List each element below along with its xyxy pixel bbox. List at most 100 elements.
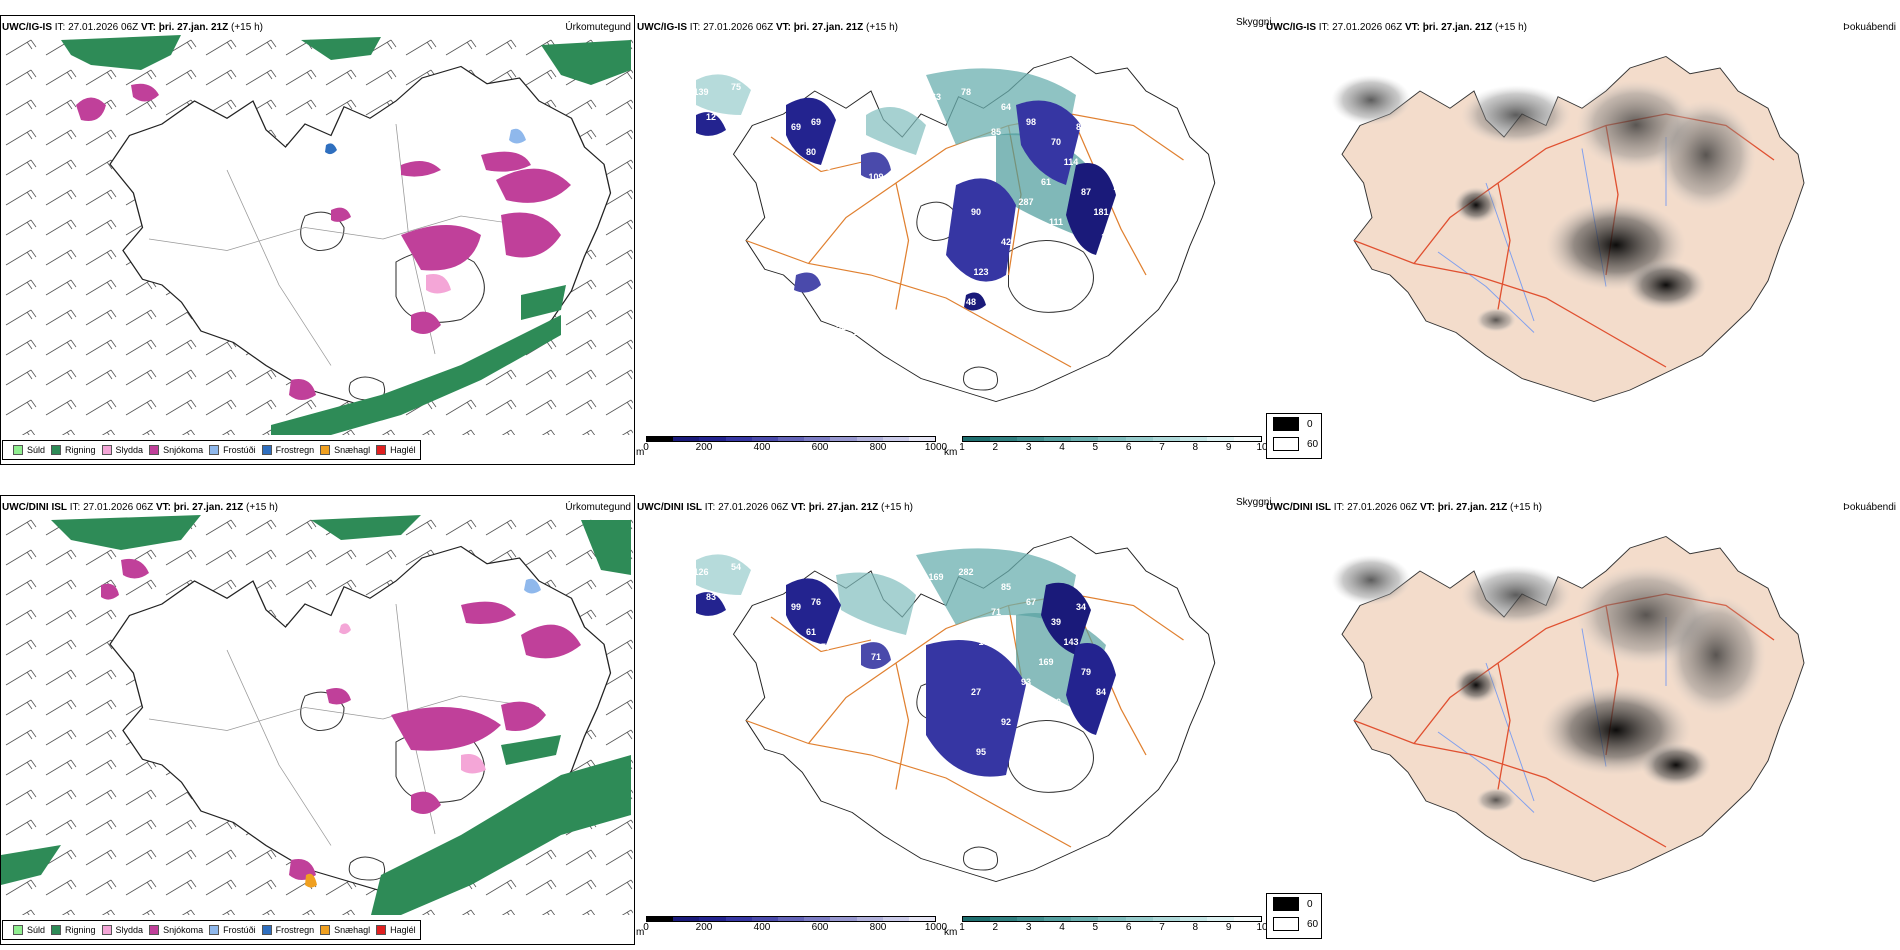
legend-swatch-5 xyxy=(261,445,272,455)
vt-value: þri. 27.jan. 21Z xyxy=(158,22,229,33)
run-header: UWC/DINI ISL IT: 27.01.2026 06Z VT: þri.… xyxy=(1266,502,1542,513)
colorbar-cell xyxy=(908,437,936,441)
colorbar-tick: 5 xyxy=(1092,442,1099,453)
colorbar-cell xyxy=(1071,437,1099,441)
snow-depth-label: 90 xyxy=(1051,697,1061,707)
depth-ticks: 0 200 400 600 800 1000 xyxy=(643,922,947,933)
colorbar-cell xyxy=(882,437,909,441)
legend-label-2: Slydda xyxy=(115,925,144,935)
it-label: IT: xyxy=(704,502,716,513)
snow-depth-label: 54 xyxy=(731,562,741,572)
precip-type-frame xyxy=(0,495,635,945)
colorbar-cell xyxy=(1233,917,1262,921)
colorbar-tick: 1 xyxy=(959,922,965,933)
legend-swatch-1 xyxy=(51,925,62,935)
colorbar-tick: 800 xyxy=(869,442,887,453)
panel-title: Skyggni xyxy=(1236,497,1272,508)
colorbar-cell xyxy=(1125,437,1153,441)
colorbar-cell xyxy=(673,917,700,921)
colorbar-cell xyxy=(1206,437,1234,441)
legend-label-7: Haglél xyxy=(390,445,416,455)
snow-depth-label: 11 xyxy=(1101,232,1111,242)
legend-swatch-6 xyxy=(320,445,331,455)
snow-depth-label: 48 xyxy=(966,297,976,307)
snow-depth-label: 42 xyxy=(1001,237,1011,247)
snow-depth-label: 215 xyxy=(1113,182,1128,192)
snow-depth-label: 52 xyxy=(836,322,846,332)
vt-value: þri. 27.jan. 21Z xyxy=(1437,502,1508,513)
snow-depth-label: 67 xyxy=(1026,597,1036,607)
legend-label-1: Rigning xyxy=(65,925,96,935)
snow-depth-label: 108 xyxy=(853,327,868,337)
colorbar-cell xyxy=(1017,437,1045,441)
model-name: UWC/DINI ISL xyxy=(2,502,67,513)
mixed-areas xyxy=(325,128,526,294)
colorbar-tick: 600 xyxy=(811,442,829,453)
precip-type-map xyxy=(1,35,633,435)
snow-depth-label: 169 xyxy=(1038,657,1053,667)
colorbar-tick: 200 xyxy=(695,442,713,453)
snow-depth-label: 83 xyxy=(706,592,716,602)
snow-depth-label: 16 xyxy=(701,62,711,72)
snow-depth-label: 143 xyxy=(1063,637,1078,647)
legend-label-4: Frostúði xyxy=(223,445,256,455)
fog-key-swatch-0 xyxy=(1273,417,1299,431)
colorbar-tick: 6 xyxy=(1125,442,1132,453)
fog-key-value-0: 0 xyxy=(1307,898,1313,910)
model-name: UWC/DINI ISL xyxy=(637,502,702,513)
legend-swatch-7 xyxy=(376,925,387,935)
road-network xyxy=(1353,113,1775,368)
snow-depth-label: 92 xyxy=(1001,717,1011,727)
rain-areas xyxy=(61,35,631,435)
colorbar-tick: 400 xyxy=(753,922,771,933)
snow-depth-label: 75 xyxy=(891,157,901,167)
colorbar-tick: 0 xyxy=(643,442,649,453)
precip-legend: Súld Rigning Slydda Snjókoma Frostúði Fr… xyxy=(2,440,421,460)
model-name: UWC/IG-IS xyxy=(637,22,687,33)
snow-depth-label: 81 xyxy=(1031,722,1041,732)
colorbar-cell xyxy=(1179,437,1207,441)
snow-depth-areas xyxy=(696,578,1116,777)
colorbar-cell xyxy=(647,917,674,921)
snow-depth-label: 85 xyxy=(991,127,1001,137)
colorbar-cell xyxy=(830,917,857,921)
it-value: 27.01.2026 06Z xyxy=(1332,22,1403,33)
visibility-panel-row1: UWC/IG-IS IT: 27.01.2026 06Z VT: þri. 27… xyxy=(636,0,1272,470)
colorbar-tick: 8 xyxy=(1192,922,1199,933)
snow-depth-label: 102 xyxy=(978,637,993,647)
colorbar-tick: 400 xyxy=(753,442,771,453)
fog-index-areas xyxy=(1331,75,1756,332)
legend-label-2: Slydda xyxy=(115,445,144,455)
snow-depth-label: 87 xyxy=(1081,187,1091,197)
run-header: UWC/DINI ISL IT: 27.01.2026 06Z VT: þri.… xyxy=(637,502,913,513)
snow-depth-label: 16 xyxy=(821,162,831,172)
model-name: UWC/IG-IS xyxy=(1266,22,1316,33)
colorbar-cell xyxy=(751,917,778,921)
rain-areas xyxy=(1,515,631,915)
panel-title: Úrkomutegund xyxy=(565,22,631,33)
colorbar-cell xyxy=(777,437,805,441)
colorbar-cell xyxy=(804,437,831,441)
colorbar-tick: 800 xyxy=(869,922,887,933)
lead-time: (+15 h) xyxy=(881,502,913,513)
snow-depth-label: 90 xyxy=(971,207,981,217)
colorbar-cell xyxy=(1125,917,1153,921)
snow-depth-label: 109 xyxy=(868,172,883,182)
colorbar-cell xyxy=(1044,917,1072,921)
snow-depth-label: 123 xyxy=(973,267,988,277)
legend-label-5: Frostregn xyxy=(275,445,315,455)
colorbar-tick: 5 xyxy=(1092,922,1099,933)
colorbar-tick: 9 xyxy=(1225,922,1232,933)
legend-swatch-3 xyxy=(149,925,160,935)
snow-depth-label: 102 xyxy=(958,317,973,327)
visibility-panel-row2: UWC/DINI ISL IT: 27.01.2026 06Z VT: þri.… xyxy=(636,480,1272,950)
colorbar-cell xyxy=(882,917,909,921)
snow-depth-label: 61 xyxy=(1041,177,1051,187)
precip-legend: Súld Rigning Slydda Snjókoma Frostúði Fr… xyxy=(2,920,421,940)
colorbar-cell xyxy=(699,437,726,441)
vis-unit: km xyxy=(944,927,958,938)
snow-depth-label: 181 xyxy=(1093,207,1108,217)
snow-depth-label: 77 xyxy=(821,642,831,652)
legend-label-3: Snjókoma xyxy=(163,445,204,455)
